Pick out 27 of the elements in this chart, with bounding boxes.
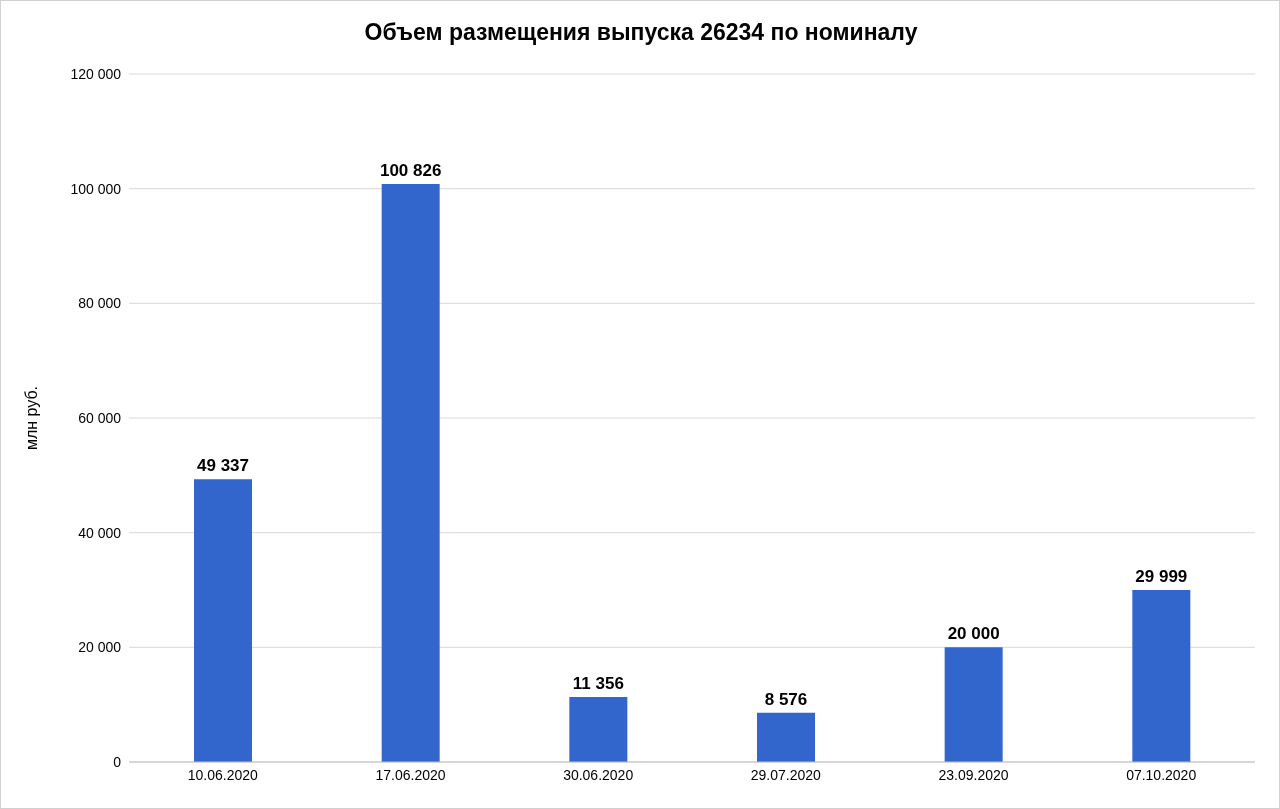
x-tick-label: 30.06.2020 [563,766,634,783]
y-tick-label: 120 000 [70,65,122,82]
y-tick-label: 60 000 [78,409,122,426]
data-label: 49 337 [197,456,249,476]
y-tick-label: 100 000 [70,180,122,197]
y-tick-label: 0 [113,753,122,770]
chart-title: Объем размещения выпуска 26234 по номиналу [363,19,919,46]
bar [569,696,628,762]
bar [757,712,815,762]
data-label: 100 826 [379,160,442,180]
y-tick-label: 20 000 [78,639,122,656]
bar [944,647,1003,762]
x-tick-label: 17.06.2020 [375,766,446,783]
y-axis-title: млн руб. [22,385,40,451]
x-tick-label: 10.06.2020 [187,766,259,783]
data-label: 29 999 [1135,567,1188,587]
bar [1132,590,1191,762]
x-tick-label: 29.07.2020 [750,766,822,783]
bar [194,479,252,762]
y-tick-label: 40 000 [78,524,122,541]
data-label: 11 356 [572,673,624,693]
data-label: 20 000 [947,624,1000,644]
x-tick-label: 07.10.2020 [1126,766,1197,783]
bar [381,183,440,762]
data-label: 8 576 [764,689,808,709]
y-tick-label: 80 000 [78,295,122,312]
x-tick-label: 23.09.2020 [938,766,1009,783]
